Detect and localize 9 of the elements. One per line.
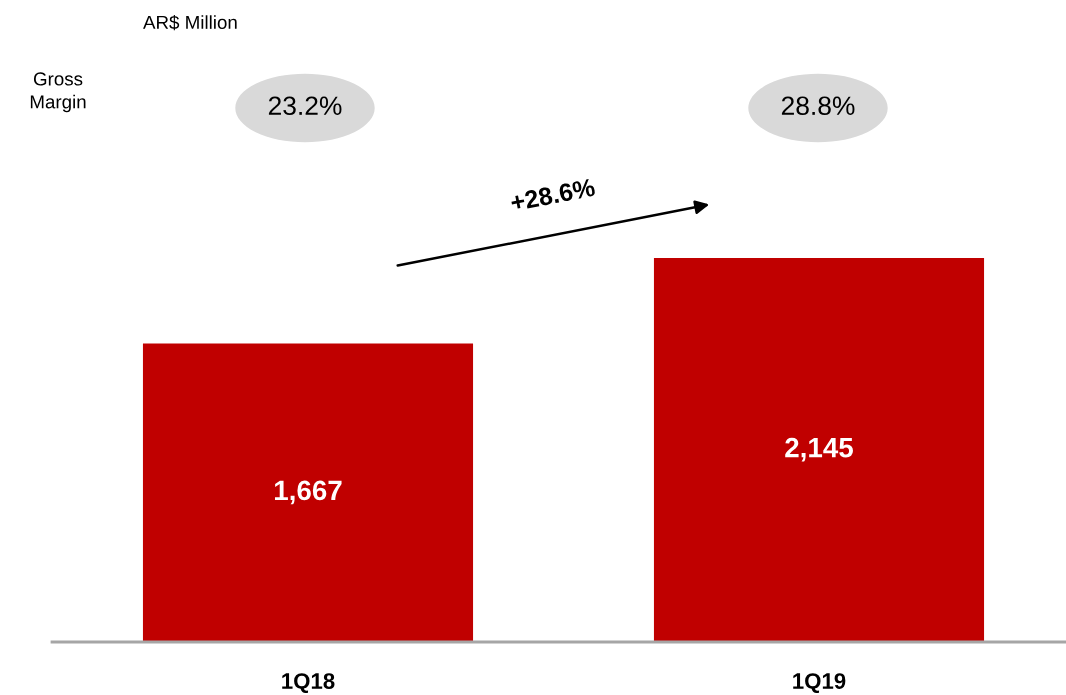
text: +28.6% bbox=[509, 178, 596, 212]
text: AR$ Million bbox=[143, 14, 237, 31]
x-tick-label: 1Q18 bbox=[282, 673, 335, 694]
data-label: 2,145 bbox=[785, 437, 853, 462]
text: 23.2% bbox=[268, 96, 342, 116]
data-label: 1,667 bbox=[275, 480, 342, 505]
x-tick-label: 1Q19 bbox=[793, 673, 846, 694]
text: Gross Margin bbox=[30, 72, 86, 113]
text: 28.8% bbox=[781, 96, 855, 116]
